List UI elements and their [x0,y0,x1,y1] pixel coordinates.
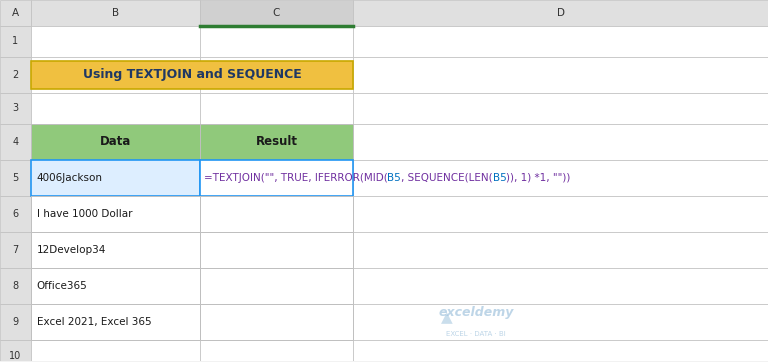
Bar [200,304,353,340]
Bar [353,340,768,362]
Bar [353,232,768,268]
Bar [200,196,353,232]
Bar [31,160,200,196]
Text: A: A [12,8,19,18]
Bar [31,232,200,268]
Text: 4006Jackson: 4006Jackson [37,173,103,183]
Bar [200,123,353,160]
Text: )), 1) *1, "")): )), 1) *1, "")) [506,173,571,183]
Text: exceldemy: exceldemy [439,306,514,319]
Text: Data: Data [100,135,131,148]
Bar [200,268,353,304]
Bar [200,0,353,26]
Bar [353,196,768,232]
Bar [353,160,768,196]
Text: 8: 8 [12,281,18,291]
Bar [0,123,31,160]
Text: Excel 2021, Excel 365: Excel 2021, Excel 365 [37,317,151,327]
Text: 12Develop34: 12Develop34 [37,245,106,255]
Bar [200,196,353,232]
Bar [31,268,200,304]
Bar [200,304,353,340]
Text: 5: 5 [12,173,18,183]
Bar [31,123,200,160]
Bar [31,123,200,160]
Bar [0,232,31,268]
Bar [200,340,353,362]
Bar [200,57,353,93]
Bar [0,26,31,57]
Bar [31,304,200,340]
Text: Using TEXTJOIN and SEQUENCE: Using TEXTJOIN and SEQUENCE [83,68,301,81]
Bar [31,26,200,57]
Text: 6: 6 [12,209,18,219]
Bar [0,57,31,93]
Bar [200,160,353,196]
Bar [31,232,200,268]
Text: ▲: ▲ [441,311,453,325]
Bar [31,160,200,196]
Bar [353,26,768,57]
Bar [31,340,200,362]
Text: I have 1000 Dollar: I have 1000 Dollar [37,209,132,219]
Bar [0,160,31,196]
Bar [31,196,200,232]
Text: C: C [273,8,280,18]
Text: 7: 7 [12,245,18,255]
Bar [0,340,31,362]
Text: Result: Result [256,135,297,148]
Text: EXCEL · DATA · BI: EXCEL · DATA · BI [446,331,506,337]
Bar [353,268,768,304]
Bar [200,93,353,123]
Text: , SEQUENCE(LEN(: , SEQUENCE(LEN( [401,173,492,183]
Text: D: D [557,8,564,18]
Bar [353,0,768,26]
Bar [31,268,200,304]
Bar [0,196,31,232]
Bar [200,232,353,268]
Text: 9: 9 [12,317,18,327]
Text: 4: 4 [12,136,18,147]
Text: 2: 2 [12,70,18,80]
Bar [31,61,353,89]
Bar [0,0,31,26]
Bar [0,304,31,340]
Text: 10: 10 [9,351,22,361]
Bar [31,196,200,232]
Bar [200,160,353,196]
Bar [200,26,353,57]
Bar [200,123,353,160]
Text: 3: 3 [12,103,18,113]
Text: 1: 1 [12,36,18,46]
Bar [0,268,31,304]
Bar [353,123,768,160]
Bar [353,304,768,340]
Bar [31,93,200,123]
Text: B: B [111,8,119,18]
Bar [31,304,200,340]
Text: Office365: Office365 [37,281,88,291]
Bar [31,57,200,93]
Text: =TEXTJOIN("", TRUE, IFERROR(MID(: =TEXTJOIN("", TRUE, IFERROR(MID( [204,173,387,183]
Bar [31,0,200,26]
Bar [353,93,768,123]
Bar [200,268,353,304]
Bar [200,232,353,268]
Bar [353,57,768,93]
Text: B5: B5 [492,173,506,183]
Text: B5: B5 [387,173,401,183]
Bar [0,93,31,123]
